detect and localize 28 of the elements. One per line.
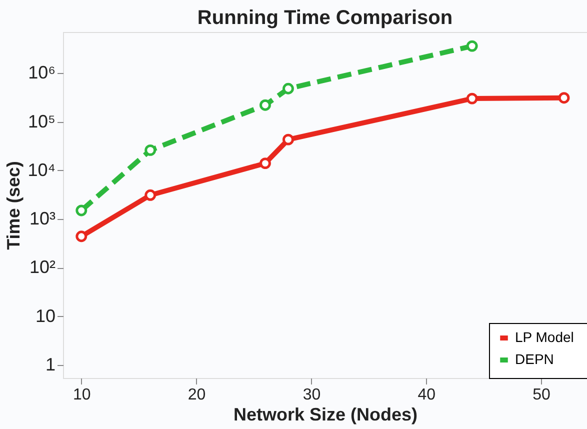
- x-tick-label: 20: [188, 386, 206, 404]
- y-tick-label: 10³: [29, 208, 56, 229]
- point: [282, 134, 294, 146]
- x-axis-title: Network Size (Nodes): [233, 404, 418, 424]
- y-axis-title: Time (sec): [4, 161, 24, 250]
- point: [76, 204, 88, 216]
- x-tick-label: 10: [72, 386, 91, 404]
- x-tick-label: 50: [532, 386, 551, 404]
- chart-title: Running Time Comparison: [197, 7, 453, 29]
- x-tick-label: 40: [418, 386, 436, 404]
- point: [144, 144, 156, 156]
- y-tick-label: 10⁴: [28, 160, 56, 180]
- y-tick-label: 10⁶: [28, 62, 56, 83]
- point: [282, 82, 294, 94]
- legend-label: DEPN: [515, 351, 554, 367]
- y-tick-label: 10: [35, 306, 56, 326]
- point: [260, 99, 271, 111]
- y-tick-label: 10⁵: [28, 111, 56, 132]
- y-tick-label: 1: [45, 354, 56, 374]
- legend-label: LP Model: [515, 329, 574, 345]
- point: [466, 40, 478, 52]
- point: [76, 230, 88, 242]
- y-tick-label: 10²: [29, 257, 56, 278]
- point: [558, 92, 570, 104]
- point: [144, 189, 156, 201]
- point: [260, 158, 271, 170]
- point: [466, 92, 478, 104]
- x-tick-label: 30: [302, 386, 321, 404]
